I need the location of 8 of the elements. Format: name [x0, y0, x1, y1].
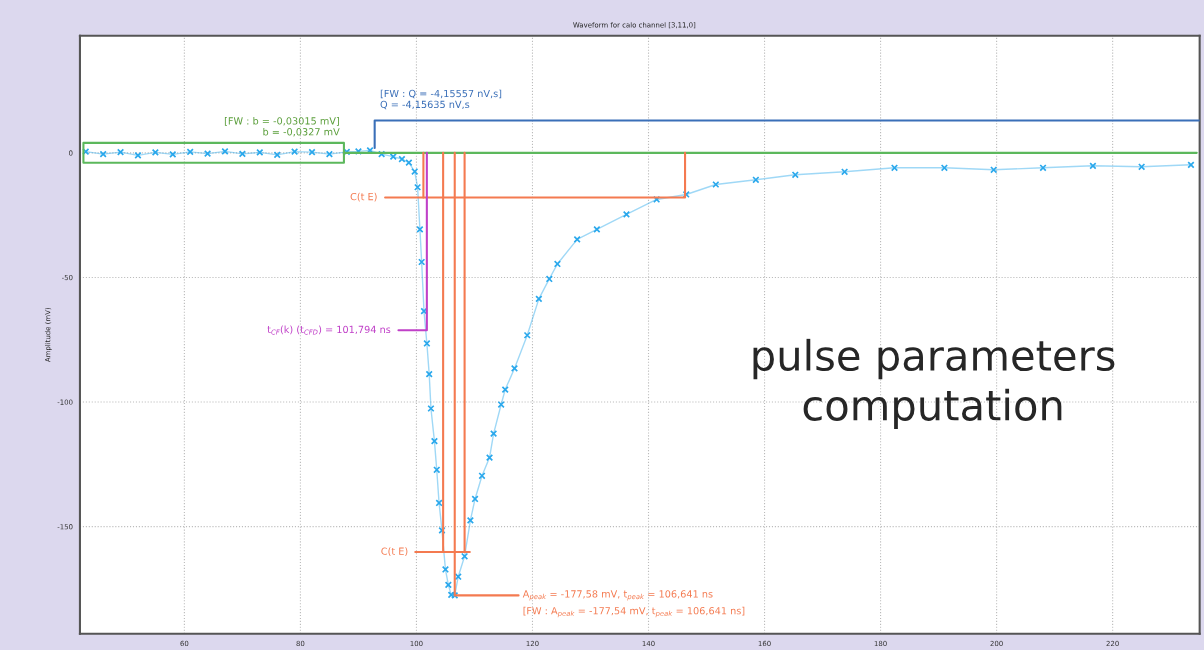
- annotation: C(t E): [381, 547, 408, 556]
- annotation: C(t E): [350, 192, 377, 202]
- annotation: t$_{CF}$(k) (t$_{CFD}$) = 101,794 ns: [267, 325, 391, 335]
- annotation: pulse parameters computation: [753, 338, 1115, 429]
- annotation: [FW : b = -0,03015 mV] b = -0,0327 mV: [224, 117, 340, 137]
- annotation: [FW : Q = -4,15557 nV,s] Q = -4,15635 nV,s: [380, 89, 502, 110]
- annotation: A$_{peak}$ = -177,58 mV, t$_{peak}$ = 106,641 ns: [522, 590, 713, 601]
- annotation: [FW : A$_{peak}$ = -177,54 mV, t$_{peak}$ = 106,641 ns]: [523, 606, 745, 618]
